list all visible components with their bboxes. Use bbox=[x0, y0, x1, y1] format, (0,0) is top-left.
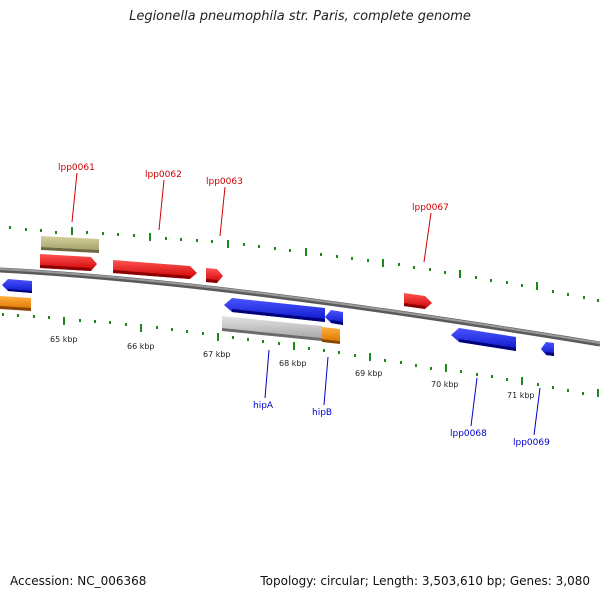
scale-label: 66 kbp bbox=[127, 342, 155, 351]
gene-orange-mid[interactable] bbox=[322, 327, 340, 344]
reverse-genes bbox=[0, 279, 554, 356]
gene-hipA[interactable] bbox=[224, 298, 325, 322]
upper-tick-track bbox=[9, 226, 599, 302]
gene-grey[interactable] bbox=[222, 316, 322, 341]
gene-khaki[interactable] bbox=[41, 236, 99, 253]
gene-label-lpp0067[interactable]: lpp0067 bbox=[412, 203, 449, 213]
gene-label-lpp0061[interactable]: lpp0061 bbox=[58, 163, 95, 173]
scale-label: 70 kbp bbox=[431, 380, 459, 389]
scale-label: 68 kbp bbox=[279, 359, 307, 368]
lower-tick-track bbox=[2, 313, 599, 397]
gene-lpp0068[interactable] bbox=[451, 328, 516, 351]
gene-label-lpp0063[interactable]: lpp0063 bbox=[206, 177, 243, 187]
gene-blue-left[interactable] bbox=[2, 279, 32, 293]
gene-hipB[interactable] bbox=[325, 310, 343, 325]
scale-label: 71 kbp bbox=[507, 391, 535, 400]
genome-summary-text: Topology: circular; Length: 3,503,610 bp… bbox=[260, 574, 590, 588]
gene-label-lpp0062[interactable]: lpp0062 bbox=[145, 170, 182, 180]
forward-gene-labels: lpp0061 lpp0062 lpp0063 lpp0067 bbox=[58, 163, 449, 213]
gene-lpp0062[interactable] bbox=[113, 260, 197, 279]
map-title: Legionella pneumophila str. Paris, compl… bbox=[129, 9, 471, 24]
genome-backbone bbox=[0, 267, 600, 347]
gene-lpp0069[interactable] bbox=[541, 342, 554, 356]
accession-text: Accession: NC_006368 bbox=[10, 574, 147, 588]
scale-label: 69 kbp bbox=[355, 369, 383, 378]
scale-label: 65 kbp bbox=[50, 335, 78, 344]
scale-labels: 65 kbp 66 kbp 67 kbp 68 kbp 69 kbp 70 kb… bbox=[50, 335, 535, 400]
gene-orange-left[interactable] bbox=[0, 296, 31, 311]
reverse-gene-labels: hipA hipB lpp0068 lpp0069 bbox=[253, 401, 550, 448]
gene-label-hipB[interactable]: hipB bbox=[312, 408, 332, 418]
forward-callouts bbox=[71, 172, 432, 263]
gene-lpp0063[interactable] bbox=[206, 268, 223, 283]
forward-genes bbox=[40, 236, 432, 309]
gene-lpp0067[interactable] bbox=[404, 293, 432, 309]
gene-label-lpp0068[interactable]: lpp0068 bbox=[450, 429, 487, 439]
gene-label-lpp0069[interactable]: lpp0069 bbox=[513, 438, 550, 448]
gene-label-hipA[interactable]: hipA bbox=[253, 401, 274, 411]
scale-label: 67 kbp bbox=[203, 350, 231, 359]
reverse-callouts bbox=[264, 349, 541, 436]
gene-lpp0061[interactable] bbox=[40, 254, 97, 271]
